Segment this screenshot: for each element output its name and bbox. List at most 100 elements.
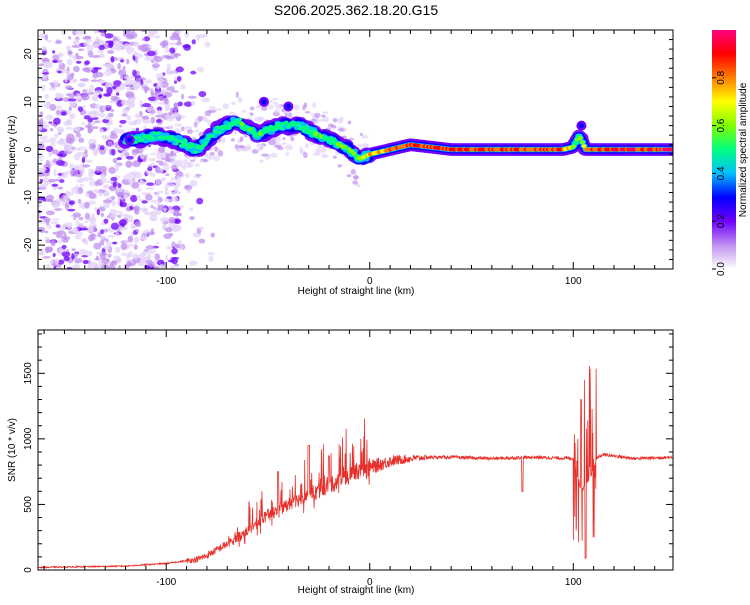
spectrogram-noise-cell <box>113 127 120 133</box>
spectrogram-noise-cell <box>108 100 118 104</box>
spectrogram-noise-cell <box>304 110 311 114</box>
spectrogram-noise-cell <box>66 266 73 269</box>
spectrogram-noise-cell <box>126 87 130 91</box>
spectrogram-noise-cell <box>156 241 160 245</box>
spectrogram-noise-cell <box>147 96 157 102</box>
spectrogram-noise-cell <box>361 143 370 149</box>
spectrogram-ridge-core <box>573 140 578 145</box>
spectrogram-noise-cell <box>126 262 130 267</box>
spectrogram-noise-cell <box>156 106 163 112</box>
spectrogram-noise-cell <box>64 202 69 210</box>
spectrogram-noise-cell <box>84 67 90 72</box>
spectrogram-noise-cell <box>316 145 325 149</box>
spectrogram-noise-cell <box>80 238 87 242</box>
spectrogram-noise-cell <box>117 147 125 151</box>
spectrogram-noise-cell <box>141 200 148 204</box>
spectrogram-noise-cell <box>57 153 63 157</box>
spectrogram-noise-cell <box>57 230 66 235</box>
spectrogram-noise-cell <box>190 70 197 75</box>
spectrogram-noise-cell <box>173 244 181 249</box>
spectrogram-noise-cell <box>119 124 123 128</box>
spectrogram-noise-cell <box>347 120 352 125</box>
spectrogram-noise-cell <box>150 88 154 96</box>
spectrogram-noise-cell <box>139 178 143 184</box>
spectrogram-noise-cell <box>163 97 169 105</box>
spectrogram-noise-cell <box>138 77 146 81</box>
spectrogram-noise-cell <box>38 183 47 191</box>
spectrogram-noise-cell <box>105 82 113 88</box>
spectrogram-noise-cell <box>136 188 142 192</box>
spectrogram-ridge-cell <box>210 134 215 138</box>
spectrogram-noise-cell <box>42 72 50 75</box>
spectrogram-noise-cell <box>155 166 161 174</box>
spectrogram-noise-cell <box>102 63 107 67</box>
spectrogram-noise-cell <box>189 216 195 221</box>
spectrogram-noise-cell <box>51 183 59 187</box>
spectrogram-noise-cell <box>92 148 98 156</box>
spectrogram-noise-cell <box>84 149 88 154</box>
spectrogram-noise-cell <box>65 45 72 51</box>
spectrogram-noise-cell <box>111 261 118 266</box>
spectrogram-noise-cell <box>174 123 183 127</box>
spectrogram-noise-cell <box>175 129 181 135</box>
spectrogram-noise-cell <box>144 88 148 94</box>
spectrogram-noise-cell <box>155 178 162 186</box>
spectrogram-noise-cell <box>150 199 158 203</box>
spectrogram-noise-cell <box>168 111 173 116</box>
spectrogram-noise-cell <box>69 100 76 109</box>
spectrogram-noise-cell <box>87 118 94 123</box>
spectrogram-noise-cell <box>44 236 50 240</box>
spectrogram-y-tick-label: -20 <box>23 237 34 252</box>
spectrogram-noise-cell <box>100 32 106 37</box>
spectrogram-noise-cell <box>58 62 62 66</box>
spectrogram-ridge-core <box>243 124 248 129</box>
spectrogram-noise-cell <box>204 110 212 117</box>
spectrogram-noise-cell <box>99 145 105 151</box>
spectrogram-noise-cell <box>39 135 48 141</box>
spectrogram-noise-cell <box>139 261 144 266</box>
spectrogram-noise-cell <box>126 115 132 121</box>
spectrogram-noise-cell <box>51 218 60 221</box>
spectrogram-noise-cell <box>129 243 134 247</box>
spectrogram-noise-cell <box>132 69 137 77</box>
spectrogram-noise-cell <box>198 90 207 98</box>
spectrogram-noise-cell <box>146 249 156 254</box>
spectrogram-noise-cell <box>185 155 191 160</box>
spectrogram-noise-cell <box>52 253 56 258</box>
spectrogram-noise-cell <box>187 95 197 99</box>
spectrogram-noise-cell <box>92 54 100 59</box>
spectrogram-noise-cell <box>133 119 138 126</box>
spectrogram-noise-cell <box>44 230 49 234</box>
spectrogram-noise-cell <box>84 201 90 209</box>
spectrogram-ridge-core <box>302 126 308 131</box>
spectrogram-noise-cell <box>134 236 139 244</box>
spectrogram-noise-cell <box>52 54 60 61</box>
spectrogram-noise-cell <box>38 211 42 218</box>
spectrogram-noise-cell <box>38 63 45 67</box>
spectrogram-noise-cell <box>181 126 185 132</box>
spectrogram-noise-cell <box>74 258 83 264</box>
spectrogram-noise-cell <box>88 143 96 150</box>
spectrogram-noise-cell <box>241 109 247 113</box>
spectrogram-noise-cell <box>142 115 150 120</box>
spectrogram-noise-cell <box>82 164 91 168</box>
spectrogram-noise-cell <box>123 75 129 80</box>
spectrogram-ridge-core <box>581 144 587 149</box>
spectrogram-noise-cell <box>156 84 160 90</box>
spectrogram-noise-cell <box>140 84 149 87</box>
spectrogram-noise-cell <box>75 132 82 138</box>
spectrogram-noise-cell <box>102 202 111 207</box>
spectrogram-noise-cell <box>168 259 175 263</box>
spectrogram-ridge-cell <box>205 137 210 141</box>
spectrogram-noise-cell <box>188 260 198 266</box>
spectrogram-noise-cell <box>249 106 255 111</box>
spectrogram-noise-cell <box>98 44 105 51</box>
spectrogram-noise-cell <box>93 30 99 34</box>
spectrogram-noise-cell <box>98 53 105 59</box>
spectrogram-blob <box>127 137 133 143</box>
spectrogram-noise-cell <box>111 85 117 90</box>
spectrogram-noise-cell <box>87 121 92 128</box>
spectrogram-noise-cell <box>153 258 158 266</box>
